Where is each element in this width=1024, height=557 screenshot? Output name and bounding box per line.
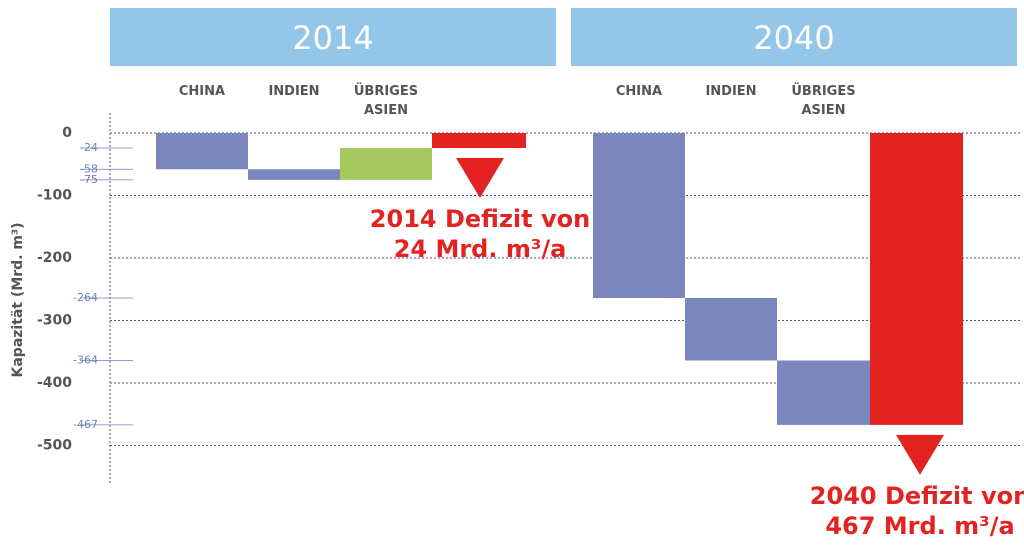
arrow xyxy=(456,158,504,198)
panel-header xyxy=(110,8,556,66)
ref-tick-label: -364 xyxy=(73,354,98,367)
category-label: CHINA xyxy=(178,84,226,99)
annotation: 24 Mrd. m³/a xyxy=(394,235,567,263)
ref-tick-label: -264 xyxy=(73,291,98,304)
bar xyxy=(156,133,248,170)
annotation: 2014 Defizit von xyxy=(370,205,590,233)
total-bar xyxy=(432,133,526,148)
panel-title: 2040 xyxy=(753,19,834,57)
bar xyxy=(685,298,777,361)
annotation: 467 Mrd. m³/a xyxy=(825,512,1014,540)
y-tick-label: -500 xyxy=(37,438,72,454)
bar xyxy=(777,360,870,425)
ref-tick-label: -467 xyxy=(73,418,98,431)
arrow xyxy=(896,434,944,475)
y-axis-label: Kapazität (Mrd. m³) xyxy=(10,223,26,378)
category-label: ÜBRIGES ASIEN xyxy=(791,84,856,118)
y-tick-label: -400 xyxy=(37,375,72,391)
panel-header xyxy=(571,8,1017,66)
ref-tick-label: -58 xyxy=(80,162,98,175)
y-tick-label: -100 xyxy=(37,188,72,204)
ref-tick-label: -24 xyxy=(80,141,98,154)
panel-title: 2014 xyxy=(292,19,373,57)
y-tick-label: -300 xyxy=(37,313,72,329)
total-bar xyxy=(870,133,963,425)
category-label: INDIEN xyxy=(705,84,757,99)
ref-tick-label: -75 xyxy=(80,173,98,186)
category-label: INDIEN xyxy=(268,84,320,99)
category-label: ÜBRIGES ASIEN xyxy=(353,84,419,118)
bar xyxy=(340,148,432,180)
category-label: CHINA xyxy=(615,84,663,99)
annotation: 2040 Defizit von xyxy=(810,482,1024,510)
bar xyxy=(248,169,340,180)
y-tick-label: 0 xyxy=(62,125,72,141)
y-tick-label: -200 xyxy=(37,250,72,266)
bar xyxy=(593,133,685,298)
